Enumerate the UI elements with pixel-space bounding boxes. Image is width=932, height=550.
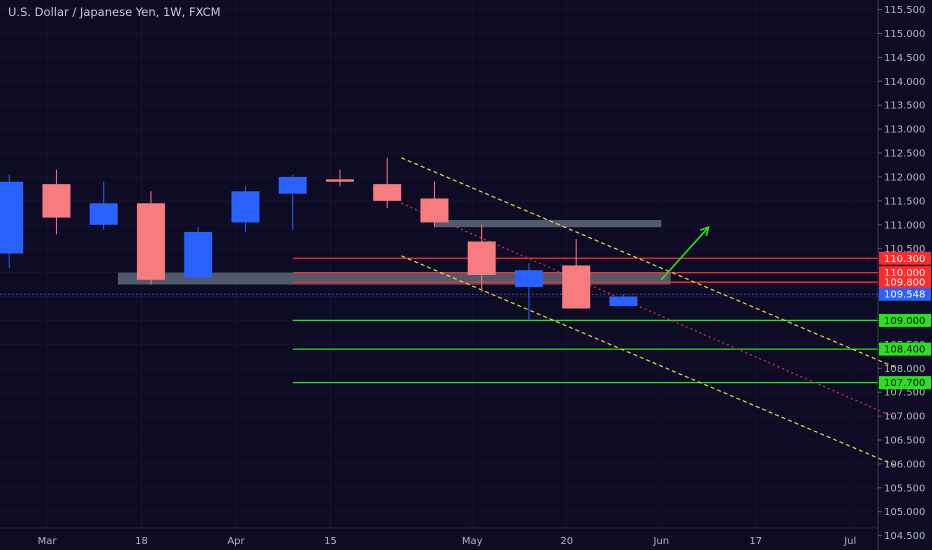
channel-lower-line [401, 255, 898, 467]
candle-body-8 [373, 184, 402, 201]
zone-0 [117, 272, 671, 285]
x-tick-label-7: 17 [749, 536, 762, 547]
channel-mid-line [401, 202, 898, 420]
price-tag-resistance-0-bg [879, 251, 931, 265]
x-tick-label-0: Mar [38, 536, 58, 547]
y-tick-label-15: 112.000 [884, 172, 925, 183]
price-tag-current-label: 109.548 [884, 290, 925, 301]
candle-body-13 [609, 296, 638, 307]
arrow-shaft [660, 226, 710, 281]
grid-layer [0, 0, 878, 528]
price-tag-support-4-label: 108.400 [884, 345, 925, 356]
y-tick-label-19: 114.000 [884, 77, 925, 88]
y-tick-label-22: 115.500 [884, 5, 925, 16]
y-tick-label-0: 104.500 [884, 531, 925, 542]
channel-upper-line [401, 157, 898, 369]
y-tick-label-12: 110.500 [884, 244, 925, 255]
chart-title: U.S. Dollar / Japanese Yen, 1W, FXCM [8, 5, 221, 19]
candle-body-5 [231, 191, 260, 223]
y-tick-label-18: 113.500 [884, 101, 925, 112]
y-tick-label-5: 107.000 [884, 412, 925, 423]
y-tick-label-2: 105.500 [884, 483, 925, 494]
price-tag-resistance-2-bg [879, 275, 931, 289]
candles-layer [0, 157, 638, 321]
x-tick-label-3: 15 [324, 536, 337, 547]
time-axis[interactable]: Mar 18 Apr 15 May 20 Jun 17 Jul [38, 536, 857, 547]
x-tick-label-2: Apr [227, 536, 245, 547]
candle-body-0 [0, 181, 24, 254]
arrow-layer [660, 225, 710, 281]
y-tick-label-17: 113.000 [884, 125, 925, 136]
y-tick-label-6: 107.500 [884, 388, 925, 399]
x-tick-label-5: 20 [560, 536, 573, 547]
price-tag-support-5-bg [879, 376, 931, 390]
y-tick-label-20: 114.500 [884, 53, 925, 64]
price-tag-current-bg [879, 287, 931, 301]
y-tick-label-14: 111.500 [884, 196, 925, 207]
candle-body-4 [184, 231, 213, 278]
zones-layer [117, 220, 671, 285]
y-tick-label-13: 111.000 [884, 220, 925, 231]
y-tick-label-7: 108.000 [884, 364, 925, 375]
candle-body-10 [467, 241, 496, 275]
candle-body-1 [42, 184, 71, 218]
price-tag-support-4-bg [879, 342, 931, 356]
x-tick-label-4: May [462, 536, 483, 547]
candle-body-7 [325, 179, 354, 182]
candle-body-2 [89, 203, 118, 225]
price-tag-support-3-label: 109.000 [884, 316, 925, 327]
channel-layer [401, 157, 898, 467]
y-tick-label-3: 106.000 [884, 459, 925, 470]
y-tick-label-21: 115.000 [884, 29, 925, 40]
candle-body-9 [420, 198, 449, 223]
x-tick-label-6: Jun [652, 536, 669, 547]
candle-body-3 [136, 203, 165, 280]
y-tick-label-16: 112.500 [884, 149, 925, 160]
arrow-head [699, 225, 710, 237]
price-tag-resistance-0-label: 110.300 [884, 254, 925, 265]
candle-body-12 [562, 265, 591, 309]
price-tag-resistance-2-label: 109.800 [884, 278, 925, 289]
x-tick-label-8: Jul [843, 536, 856, 547]
zone-1 [434, 220, 662, 228]
x-tick-label-1: 18 [135, 536, 148, 547]
price-tag-resistance-1-label: 110.000 [884, 268, 925, 279]
candle-body-6 [278, 176, 307, 194]
y-tick-label-4: 106.500 [884, 436, 925, 447]
price-tag-support-5-label: 107.700 [884, 378, 925, 389]
candle-body-11 [514, 270, 543, 287]
price-tag-support-3-bg [879, 313, 931, 327]
y-tick-label-1: 105.000 [884, 507, 925, 518]
